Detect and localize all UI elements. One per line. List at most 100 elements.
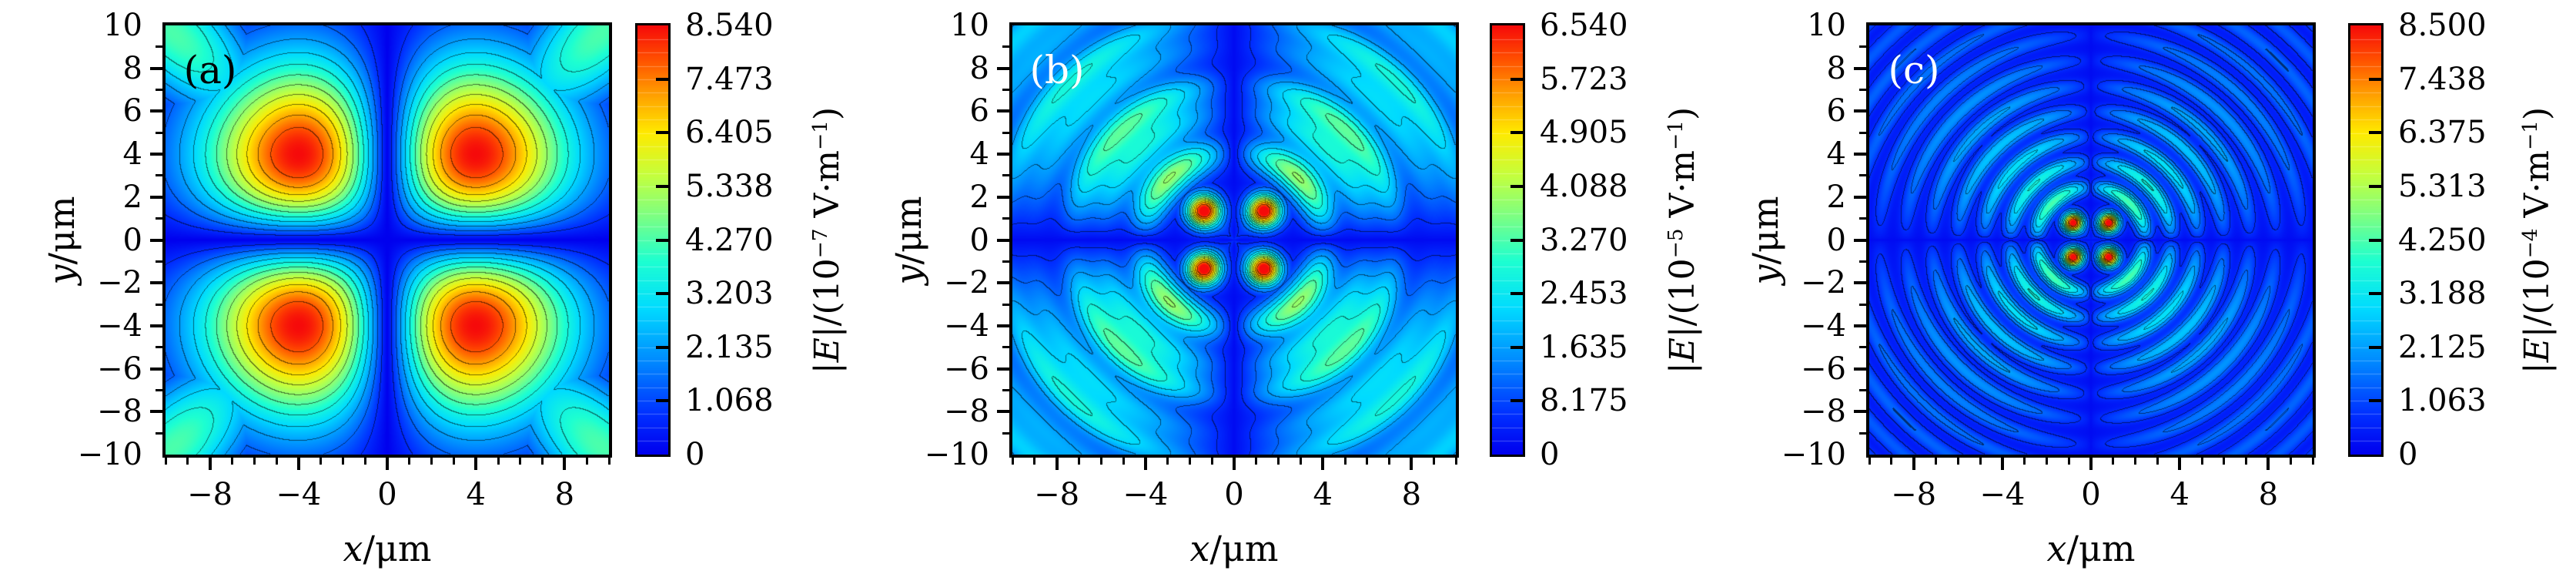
x-minor-tick <box>1099 458 1102 465</box>
y-tick-label: 4 <box>969 136 989 173</box>
y-tick-label: −6 <box>1801 351 1846 387</box>
y-minor-tick <box>1859 303 1866 306</box>
y-major-tick <box>997 238 1009 242</box>
x-minor-tick <box>1166 458 1169 465</box>
y-tick-label: 10 <box>103 8 142 43</box>
x-major-tick <box>1143 458 1147 470</box>
x-minor-tick <box>2134 458 2137 465</box>
y-minor-tick <box>1002 388 1009 391</box>
x-minor-tick <box>1366 458 1369 465</box>
text-segment: V·m <box>2517 149 2558 228</box>
x-major-tick <box>386 458 389 470</box>
colorbar-tick <box>1510 131 1523 135</box>
x-tick-label: 8 <box>1401 477 1422 512</box>
x-minor-tick <box>1299 458 1302 465</box>
y-minor-tick <box>1002 431 1009 435</box>
colorbar-tick-label: 5.313 <box>2398 168 2487 204</box>
x-major-tick <box>296 458 300 470</box>
x-minor-tick <box>1343 458 1347 465</box>
y-minor-tick <box>1002 217 1009 220</box>
colorbar-tick-label: 3.203 <box>685 276 774 312</box>
contour-plot-c <box>1869 25 2313 455</box>
y-tick-label: −8 <box>944 394 989 430</box>
y-major-tick <box>150 109 162 113</box>
y-major-tick <box>997 281 1009 285</box>
colorbar-tick-label: 8.540 <box>685 8 774 43</box>
x-minor-tick <box>1956 458 1959 465</box>
y-major-tick <box>150 195 162 199</box>
y-tick-label: −4 <box>97 307 142 344</box>
x-minor-tick <box>1188 458 1191 465</box>
colorbar-tick-label: 6.405 <box>685 115 774 151</box>
x-minor-tick <box>452 458 455 465</box>
colorbar-tick-label: 1.068 <box>685 383 774 419</box>
x-minor-tick <box>1255 458 1258 465</box>
colorbar-tick-label: 8.500 <box>2398 8 2487 43</box>
y-tick-label: −6 <box>97 351 142 387</box>
x-tick-label: 4 <box>2170 477 2190 512</box>
y-tick-label: 10 <box>950 8 989 43</box>
x-minor-tick <box>164 458 167 465</box>
x-minor-tick <box>1934 458 1937 465</box>
x-minor-tick <box>2112 458 2115 465</box>
y-major-tick <box>150 410 162 414</box>
colorbar-tick <box>1510 345 1523 349</box>
x-minor-tick <box>607 458 611 465</box>
colorbar-tick-label: 5.723 <box>1540 61 1628 97</box>
y-tick-label: −4 <box>1801 307 1846 344</box>
y-major-tick <box>150 66 162 70</box>
x-axis-label: x/μm <box>2047 531 2136 566</box>
y-minor-tick <box>156 45 162 49</box>
panel-label: (c) <box>1888 48 1940 92</box>
x-minor-tick <box>585 458 588 465</box>
text-segment: /μm <box>2066 528 2136 569</box>
y-minor-tick <box>1859 45 1866 49</box>
y-major-tick <box>150 153 162 156</box>
y-tick-label: 6 <box>1826 93 1846 129</box>
y-tick-label: −2 <box>97 265 142 301</box>
y-minor-tick <box>1002 174 1009 177</box>
x-minor-tick <box>2156 458 2159 465</box>
colorbar-tick-label: 7.473 <box>685 61 774 97</box>
x-tick-label: −8 <box>1891 477 1937 512</box>
text-segment: /μm <box>363 528 432 569</box>
x-tick-label: 4 <box>466 477 486 512</box>
y-minor-tick <box>1002 260 1009 263</box>
x-minor-tick <box>230 458 233 465</box>
y-major-tick <box>150 238 162 242</box>
x-major-tick <box>1321 458 1325 470</box>
y-major-tick <box>1854 281 1866 285</box>
y-tick-label: −2 <box>1801 265 1846 301</box>
y-tick-label: 0 <box>122 222 142 258</box>
colorbar-title: |E|/(10−4 V·m−1) <box>2517 106 2557 373</box>
x-minor-tick <box>1979 458 1982 465</box>
y-minor-tick <box>156 431 162 435</box>
colorbar-tick-label: 4.250 <box>2398 222 2487 258</box>
x-minor-tick <box>1210 458 1213 465</box>
colorbar-tick-label: 6.375 <box>2398 115 2487 151</box>
x-axis-label: x/μm <box>1190 531 1279 566</box>
colorbar-tick-label: 0 <box>2398 437 2418 472</box>
text-segment: x <box>343 528 363 569</box>
x-minor-tick <box>2223 458 2226 465</box>
x-minor-tick <box>1122 458 1125 465</box>
x-minor-tick <box>430 458 433 465</box>
y-major-tick <box>997 410 1009 414</box>
colorbar-tick-label: 4.270 <box>685 222 774 258</box>
x-minor-tick <box>1868 458 1871 465</box>
colorbar-tick-label: 0 <box>1540 437 1560 472</box>
x-tick-label: −4 <box>276 477 322 512</box>
y-minor-tick <box>1859 89 1866 92</box>
y-minor-tick <box>156 174 162 177</box>
x-minor-tick <box>1011 458 1014 465</box>
colorbar-tick <box>656 77 668 81</box>
x-major-tick <box>563 458 567 470</box>
y-minor-tick <box>156 388 162 391</box>
y-tick-label: −10 <box>924 437 989 472</box>
x-minor-tick <box>541 458 544 465</box>
x-minor-tick <box>497 458 500 465</box>
y-axis-label: y/μm <box>1745 196 1786 284</box>
x-major-tick <box>2267 458 2270 470</box>
colorbar-tick <box>656 292 668 296</box>
